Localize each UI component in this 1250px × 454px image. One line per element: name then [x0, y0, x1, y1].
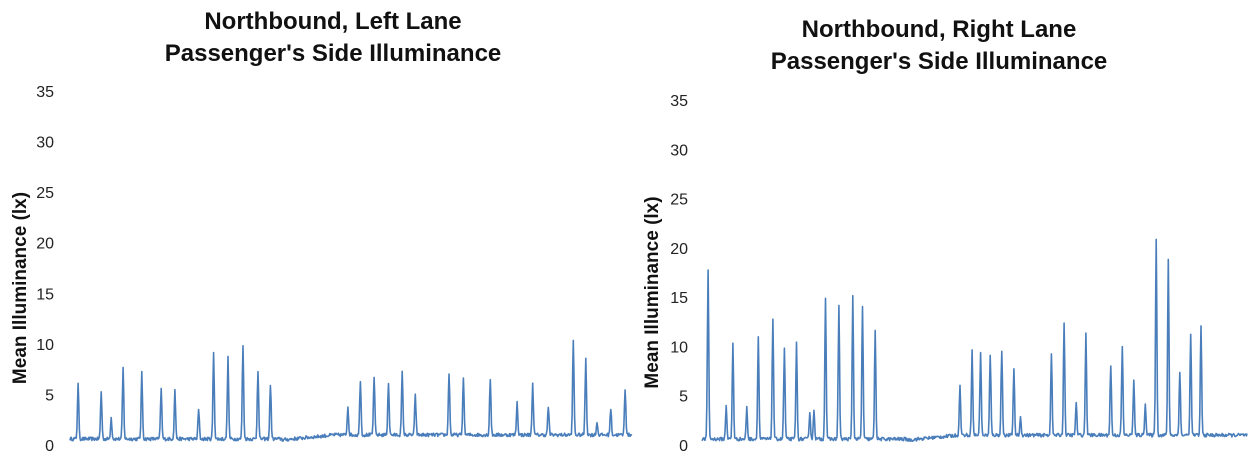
right-y-tick-label: 5 — [679, 389, 688, 406]
right-y-axis-label: Mean Illuminance (lx) — [642, 196, 663, 388]
right-y-tick-label: 20 — [670, 241, 688, 258]
right-illuminance-series-line — [701, 238, 1248, 442]
right-y-tick-label: 30 — [670, 142, 688, 159]
left-y-tick-label: 0 — [45, 438, 54, 454]
right-y-tick-label: 15 — [670, 290, 688, 307]
left-y-tick-label: 10 — [36, 337, 54, 354]
right-y-tick-label: 35 — [670, 93, 688, 110]
left-y-tick-label: 35 — [36, 84, 54, 101]
left-y-tick-label: 20 — [36, 236, 54, 253]
left-title-line-2: Passenger's Side Illuminance — [164, 40, 502, 67]
left-y-tick-label: 30 — [36, 135, 54, 152]
left-illuminance-series-line — [69, 339, 633, 442]
left-y-axis-label: Mean Illuminance (lx) — [10, 192, 31, 384]
left-y-tick-label: 5 — [45, 387, 54, 404]
left-y-tick-label: 15 — [36, 286, 54, 303]
left-chart-title: Northbound, Left Lane Passenger's Side I… — [165, 6, 502, 70]
right-title-line-2: Passenger's Side Illuminance — [770, 48, 1108, 75]
left-y-tick-label: 25 — [36, 185, 54, 202]
right-y-tick-label: 25 — [670, 192, 688, 209]
right-y-tick-label: 10 — [670, 339, 688, 356]
right-title-line-1: Northbound, Right Lane — [801, 16, 1077, 43]
right-chart-title: Northbound, Right Lane Passenger's Side … — [771, 14, 1108, 78]
right-y-tick-label: 0 — [679, 438, 688, 454]
left-title-line-1: Northbound, Left Lane — [204, 8, 462, 35]
